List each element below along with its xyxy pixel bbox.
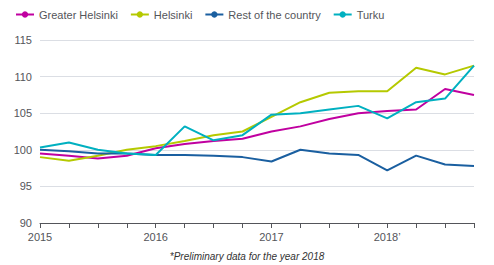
svg-text:105: 105 [14,107,32,119]
svg-text:Helsinki: Helsinki [154,9,193,21]
svg-text:110: 110 [14,71,32,83]
svg-text:95: 95 [20,180,32,192]
svg-text:2017: 2017 [259,231,283,243]
svg-text:Greater Helsinki: Greater Helsinki [39,9,118,21]
svg-text:115: 115 [14,34,32,46]
svg-text:100: 100 [14,144,32,156]
svg-text:90: 90 [20,217,32,229]
svg-text:Turku: Turku [357,9,385,21]
svg-text:2016: 2016 [143,231,167,243]
svg-text:2018’: 2018’ [374,231,401,243]
svg-text:*Preliminary data for the year: *Preliminary data for the year 2018 [170,251,325,262]
svg-text:Rest of the country: Rest of the country [228,9,321,21]
svg-text:2015: 2015 [28,231,52,243]
